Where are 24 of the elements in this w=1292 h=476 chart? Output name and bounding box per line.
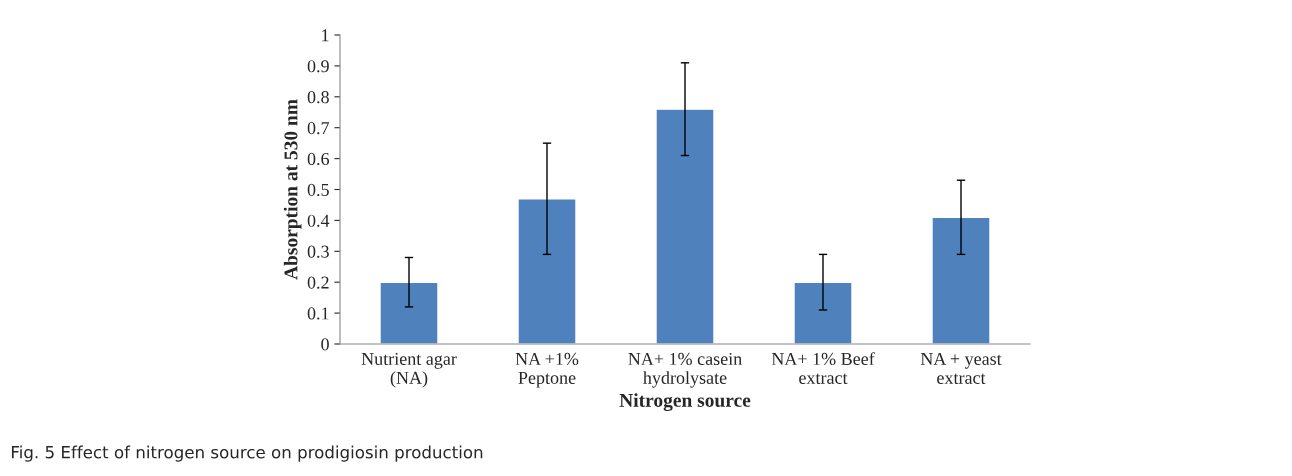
bar (931, 216, 991, 344)
y-tick-label: 0.5 (307, 183, 329, 197)
bar (655, 108, 715, 344)
bar (517, 198, 577, 344)
y-tick-label: 0.8 (307, 91, 329, 104)
y-tick-label: 0 (321, 338, 329, 351)
y-tick-label: 0.6 (307, 152, 330, 166)
x-tick-label: NA + yeast extract (920, 352, 1002, 384)
y-tick-label: 0.4 (307, 214, 330, 227)
bar (793, 281, 853, 344)
x-tick-label: NA+ 1% casein hydrolysate (628, 352, 742, 388)
caption: Fig. 5 Effect of nitrogen source on prodigiosin production (11, 445, 483, 462)
x-tick-label: NA +1% Peptone (515, 352, 579, 388)
x-tick-label: NA+ 1% Beef extract (771, 352, 875, 384)
y-tick-label: 0.7 (307, 121, 330, 135)
y-tick-label: 1 (322, 29, 329, 42)
bar (379, 281, 439, 344)
y-tick-label: 0.9 (307, 60, 329, 73)
y-tick-label: 0.1 (307, 307, 329, 320)
y-axis-title: Absorption at 530 nm (283, 99, 302, 280)
x-axis-title: Nitrogen source (619, 393, 751, 411)
x-tick-label: Nutrient agar (NA) (361, 352, 457, 388)
y-tick-label: 0.2 (307, 276, 329, 289)
y-tick-label: 0.3 (307, 245, 329, 258)
